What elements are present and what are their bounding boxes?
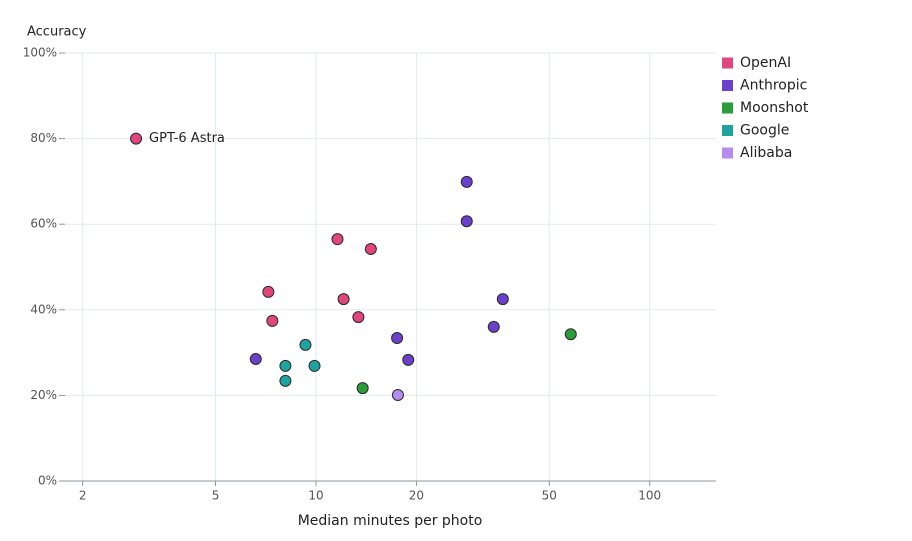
point <box>262 285 275 298</box>
point <box>299 338 312 351</box>
y-tick-label: 40% <box>30 302 57 316</box>
legend-swatch <box>722 80 733 91</box>
x-tick-label: 20 <box>409 489 424 503</box>
y-tick-label: 100% <box>23 46 57 60</box>
point <box>130 132 143 145</box>
point-label: GPT-6 Astra <box>149 131 225 146</box>
legend-label: Anthropic <box>740 78 807 94</box>
point <box>356 382 369 395</box>
x-tick-label: 10 <box>308 489 323 503</box>
x-tick-label: 100 <box>638 489 661 503</box>
x-tick-label: 2 <box>79 489 87 503</box>
legend-swatch <box>722 57 733 69</box>
x-tick-label: 5 <box>212 489 220 503</box>
point <box>487 320 500 333</box>
point <box>402 353 415 366</box>
legend-label: Alibaba <box>740 145 792 161</box>
x-tick-label: 50 <box>542 489 557 503</box>
point <box>249 353 262 366</box>
y-tick-label: 60% <box>30 217 57 231</box>
legend-label: Google <box>740 123 789 139</box>
point <box>279 374 292 387</box>
point <box>308 359 321 372</box>
y-axis-label: Accuracy <box>27 25 87 40</box>
legend-swatch <box>722 147 733 159</box>
point <box>496 293 509 306</box>
point <box>337 293 350 306</box>
point <box>391 388 404 401</box>
point <box>564 328 577 341</box>
legend-swatch <box>722 102 733 114</box>
point <box>460 215 473 228</box>
y-tick-label: 20% <box>30 388 57 402</box>
y-tick-label: 0% <box>38 474 57 488</box>
point <box>391 332 404 345</box>
point <box>279 359 292 372</box>
legend-label: Moonshot <box>740 100 809 116</box>
legend-swatch <box>722 125 733 136</box>
x-axis-label: Median minutes per photo <box>298 513 483 529</box>
y-tick-label: 80% <box>30 131 57 145</box>
point <box>364 243 377 256</box>
legend-label: OpenAI <box>740 55 791 71</box>
point <box>460 175 473 188</box>
point <box>266 314 279 327</box>
point <box>331 233 344 246</box>
point <box>352 311 365 324</box>
